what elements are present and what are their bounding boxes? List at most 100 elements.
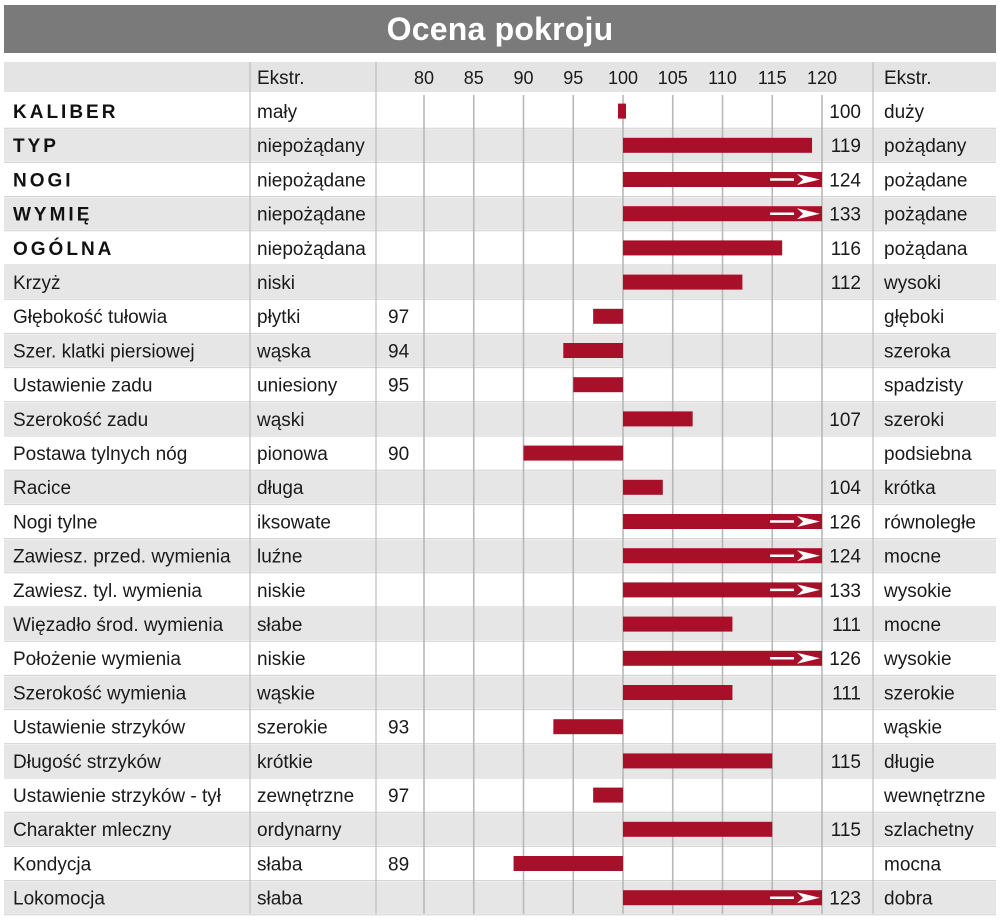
value-label: 124 (829, 170, 861, 191)
right-extreme-label: pożądane (884, 205, 967, 226)
value-label: 112 (831, 273, 861, 294)
table-row-bg (4, 368, 996, 401)
trait-name: Szer. klatki piersiowej (13, 341, 195, 362)
right-extreme-label: równoległe (884, 512, 976, 533)
right-extreme-header: Ekstr. (884, 68, 932, 89)
right-extreme-label: szeroki (884, 410, 944, 431)
table-row-bg (4, 573, 996, 606)
trait-name: Nogi tylne (13, 512, 98, 533)
trait-name: Długość strzyków (13, 752, 161, 773)
value-label: 104 (829, 478, 861, 499)
value-label: 111 (832, 683, 861, 704)
value-label: 89 (388, 854, 409, 875)
value-label: 133 (829, 205, 861, 226)
trait-name: Ustawienie strzyków (13, 718, 185, 739)
trait-name: Krzyż (13, 273, 61, 294)
right-extreme-label: krótka (884, 478, 936, 499)
trait-bar (623, 411, 693, 427)
right-extreme-label: długie (884, 752, 935, 773)
trait-bar (623, 172, 822, 187)
right-extreme-label: mocne (884, 615, 941, 636)
x-tick-label: 115 (758, 68, 787, 88)
left-extreme-label: długa (257, 478, 304, 499)
right-extreme-label: pożądane (884, 170, 967, 191)
trait-name: TYP (13, 136, 59, 157)
trait-bar (573, 377, 623, 393)
left-extreme-label: wąska (256, 341, 311, 362)
right-extreme-label: mocna (884, 854, 941, 875)
value-label: 116 (831, 239, 861, 260)
left-extreme-label: wąskie (256, 683, 315, 704)
x-tick-label: 105 (658, 68, 688, 88)
value-label: 95 (388, 376, 409, 397)
trait-name: Szerokość zadu (13, 410, 148, 431)
table-row-bg (4, 163, 996, 196)
right-extreme-label: wysoki (883, 273, 941, 294)
left-extreme-label: wąski (256, 410, 305, 431)
trait-bar (623, 650, 822, 666)
trait-bar (623, 685, 733, 700)
trait-name: NOGI (13, 170, 74, 191)
overflow-arrow-icon (797, 516, 820, 527)
trait-bar (623, 616, 733, 632)
table-row-bg (4, 300, 996, 333)
left-extreme-label: niepożądane (257, 205, 366, 226)
trait-name: Postawa tylnych nóg (13, 444, 187, 465)
left-extreme-label: luźne (257, 547, 302, 568)
trait-name: Więzadło środ. wymienia (13, 615, 224, 636)
overflow-arrow-icon (797, 652, 820, 664)
table-row-bg (4, 95, 996, 128)
trait-bar (623, 753, 773, 769)
left-extreme-label: słaba (257, 889, 303, 910)
x-tick-label: 80 (414, 68, 434, 88)
trait-name: Charakter mleczny (13, 820, 172, 841)
right-extreme-label: pożądana (884, 239, 968, 260)
value-label: 126 (829, 649, 861, 670)
table-row-bg (4, 847, 996, 880)
left-extreme-label: niskie (257, 649, 306, 670)
table-row-bg (4, 471, 996, 504)
left-extreme-label: zewnętrzne (257, 786, 354, 807)
right-extreme-label: szerokie (884, 683, 955, 704)
table-row-bg (4, 881, 996, 914)
table-row-bg (4, 779, 996, 812)
value-label: 97 (388, 307, 409, 328)
left-extreme-label: niepożądany (257, 136, 365, 157)
left-extreme-label: niepożądane (257, 170, 366, 191)
right-extreme-label: spadzisty (884, 376, 964, 397)
left-extreme-label: słaba (257, 854, 303, 875)
right-extreme-label: szeroka (884, 341, 951, 362)
x-tick-label: 95 (563, 68, 583, 88)
right-extreme-label: wysokie (883, 581, 952, 602)
chart-title: Ocena pokroju (4, 5, 996, 53)
right-extreme-label: szlachetny (884, 820, 974, 841)
value-label: 124 (829, 547, 861, 568)
trait-bar (623, 821, 773, 837)
trait-name: WYMIĘ (13, 205, 92, 226)
table-row-bg (4, 197, 996, 230)
value-label: 126 (829, 512, 861, 533)
trait-name: Głębokość tułowia (13, 307, 168, 328)
overflow-arrow-icon (797, 550, 820, 562)
trait-bar (623, 479, 663, 495)
value-label: 123 (829, 889, 861, 910)
left-extreme-label: szerokie (257, 718, 328, 739)
trait-bar (618, 103, 626, 119)
left-extreme-label: niski (257, 273, 295, 294)
table-row-bg (4, 129, 996, 162)
overflow-arrow-icon (797, 174, 820, 185)
left-extreme-label: płytki (257, 307, 300, 328)
overflow-arrow-icon (797, 208, 820, 220)
trait-name: Położenie wymienia (13, 649, 181, 670)
x-tick-label: 90 (513, 68, 533, 88)
x-tick-label: 100 (608, 68, 638, 88)
value-label: 133 (829, 581, 861, 602)
left-extreme-label: niskie (257, 581, 306, 602)
left-extreme-label: pionowa (257, 444, 328, 465)
trait-name: Ustawienie strzyków - tył (13, 786, 222, 807)
table-row-bg (4, 334, 996, 367)
left-extreme-label: uniesiony (257, 376, 338, 397)
right-extreme-label: mocne (884, 547, 941, 568)
right-extreme-label: duży (884, 102, 925, 123)
trait-name: Szerokość wymienia (13, 683, 187, 704)
